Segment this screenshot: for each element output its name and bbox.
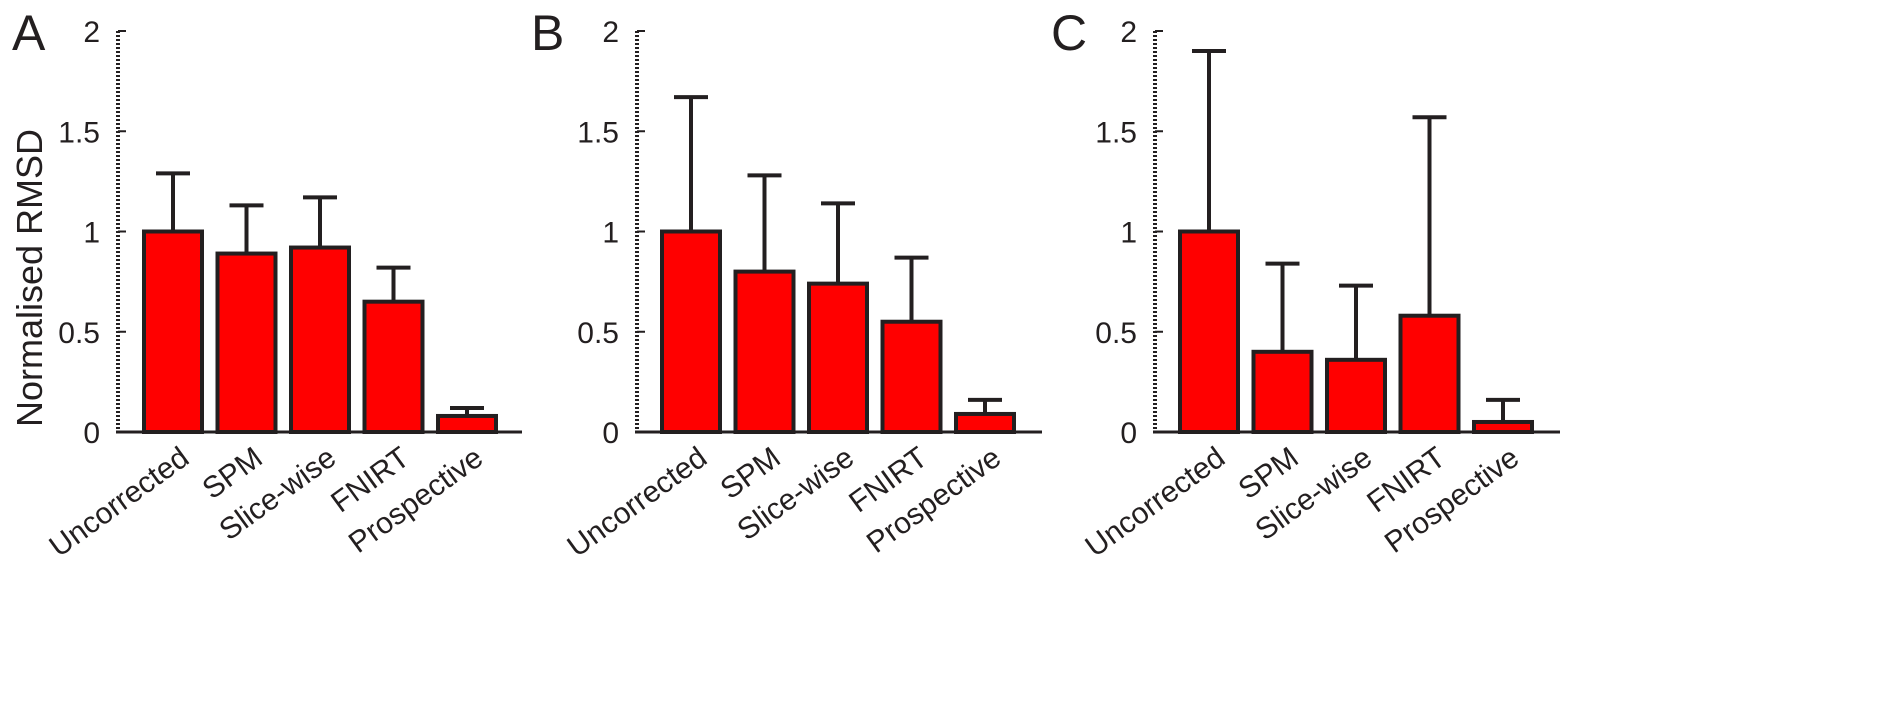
panel-letter: C bbox=[1051, 5, 1087, 61]
y-tick-label: 1.5 bbox=[1095, 116, 1137, 149]
y-tick-label: 0.5 bbox=[577, 317, 619, 350]
bar bbox=[1472, 419, 1534, 435]
x-tick-label: Uncorrected bbox=[562, 441, 714, 564]
y-tick-label: 1.5 bbox=[577, 116, 619, 149]
bar bbox=[436, 413, 498, 434]
bar bbox=[1325, 357, 1387, 435]
bar bbox=[954, 411, 1016, 434]
y-tick-label: 1 bbox=[602, 217, 619, 250]
panel-letter: A bbox=[12, 5, 46, 61]
x-tick-label: Uncorrected bbox=[44, 441, 196, 564]
panel-letter: B bbox=[531, 5, 564, 61]
bar bbox=[880, 319, 943, 435]
y-tick-label: 0 bbox=[83, 417, 100, 450]
bar bbox=[362, 299, 425, 434]
y-axis-label: Normalised RMSD bbox=[9, 129, 50, 427]
bar bbox=[142, 229, 204, 434]
y-tick-label: 0 bbox=[602, 417, 619, 450]
bar bbox=[215, 251, 278, 434]
y-tick-label: 0.5 bbox=[58, 317, 100, 350]
bar bbox=[807, 281, 869, 434]
y-tick-label: 1 bbox=[83, 217, 100, 250]
bar bbox=[1178, 229, 1240, 434]
bar bbox=[289, 245, 351, 434]
y-tick-label: 2 bbox=[83, 16, 100, 49]
y-tick-label: 2 bbox=[602, 16, 619, 49]
x-tick-label: Uncorrected bbox=[1080, 441, 1232, 564]
bar bbox=[1398, 313, 1461, 434]
y-tick-label: 0 bbox=[1120, 417, 1137, 450]
y-tick-label: 2 bbox=[1120, 16, 1137, 49]
bar bbox=[660, 229, 722, 434]
y-tick-label: 0.5 bbox=[1095, 317, 1137, 350]
y-tick-label: 1.5 bbox=[58, 116, 100, 149]
bar bbox=[733, 269, 796, 434]
bar bbox=[1251, 349, 1314, 434]
y-tick-label: 1 bbox=[1120, 217, 1137, 250]
